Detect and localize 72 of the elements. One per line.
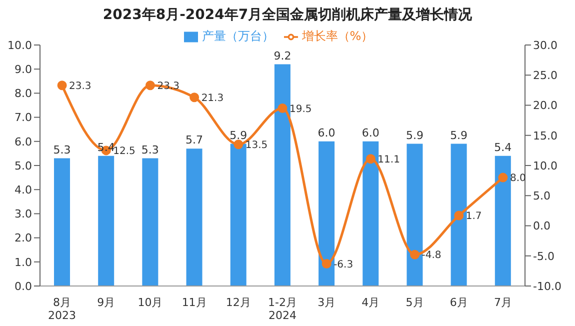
x-tick-label: 7月 <box>494 296 512 309</box>
x-tick-label: 5月 <box>406 296 424 309</box>
bar <box>494 156 511 286</box>
y-tick-label: 1.0 <box>14 256 32 269</box>
legend-label: 增长率（%） <box>302 29 374 43</box>
point <box>366 154 376 164</box>
y-tick-label: 10.0 <box>8 38 32 52</box>
data-label: 5.3 <box>141 143 159 156</box>
bar <box>186 148 202 286</box>
y2-tick-label: 30.0 <box>533 38 558 52</box>
y2-tick-label: 0.0 <box>533 220 550 233</box>
x-tick-label: 12月 <box>226 296 251 309</box>
bar <box>406 144 423 286</box>
y2-tick-label: -10.0 <box>533 280 562 293</box>
data-label: 12.5 <box>113 146 136 157</box>
bar <box>450 144 467 286</box>
point <box>278 104 288 114</box>
y-tick-label: 8.0 <box>14 87 32 100</box>
y-tick-label: 5.0 <box>14 159 32 172</box>
bar <box>318 141 335 286</box>
point <box>57 80 67 90</box>
y2-tick-label: -5.0 <box>533 250 554 263</box>
data-label: 5.4 <box>494 140 512 154</box>
data-label: 13.5 <box>245 140 268 151</box>
bar <box>54 158 70 286</box>
x-tick-label: 1-2月 2024 <box>268 296 297 322</box>
bar <box>142 158 158 286</box>
bar <box>98 156 114 286</box>
data-label: 5.9 <box>450 128 468 142</box>
data-label: 5.3 <box>53 143 71 156</box>
y2-tick-label: 15.0 <box>533 129 558 142</box>
x-tick-label: 6月 <box>450 296 468 309</box>
y-tick-label: 0.0 <box>14 280 32 293</box>
x-tick-label: 9月 <box>97 296 116 309</box>
x-tick-label: 4月 <box>362 296 380 309</box>
data-label: 23.3 <box>69 80 92 92</box>
x-tick-label: 8月 2023 <box>48 296 76 322</box>
data-label: 5.9 <box>230 128 248 142</box>
data-label: 5.9 <box>406 128 424 142</box>
y2-tick-label: 20.0 <box>533 99 558 112</box>
point <box>454 210 464 220</box>
x-tick-label: 10月 <box>138 296 163 309</box>
y-tick-label: 3.0 <box>14 208 32 221</box>
point <box>234 140 244 150</box>
y-tick-label: 4.0 <box>14 184 32 197</box>
x-tick-label: 11月 <box>182 296 207 309</box>
legend-label: 产量（万台） <box>202 29 274 43</box>
data-label: 6.0 <box>318 126 336 140</box>
y2-tick-label: 10.0 <box>533 159 558 172</box>
data-label: 9.2 <box>274 49 292 62</box>
point <box>190 92 200 102</box>
data-label: 6.0 <box>362 126 380 140</box>
chart-title: 2023年8月-2024年7月全国金属切削机床产量及增长情况 <box>102 6 474 24</box>
data-label: 11.1 <box>378 154 400 166</box>
data-label: 21.3 <box>201 92 224 104</box>
data-label: 19.5 <box>290 104 312 115</box>
y-tick-label: 7.0 <box>14 111 32 124</box>
point <box>498 172 508 182</box>
y2-tick-label: 5.0 <box>533 190 550 203</box>
bar <box>274 64 290 286</box>
bar <box>362 141 379 286</box>
y-tick-label: 6.0 <box>14 135 32 148</box>
point <box>145 80 155 90</box>
y-tick-label: 9.0 <box>14 63 32 76</box>
point <box>322 258 332 268</box>
data-label: 5.7 <box>186 134 204 147</box>
bar <box>230 144 246 286</box>
y-tick-label: 2.0 <box>14 232 32 245</box>
data-label: 1.7 <box>466 211 482 222</box>
y2-tick-label: 25.0 <box>533 69 558 82</box>
x-tick-label: 3月 <box>318 296 336 309</box>
point <box>410 250 420 260</box>
